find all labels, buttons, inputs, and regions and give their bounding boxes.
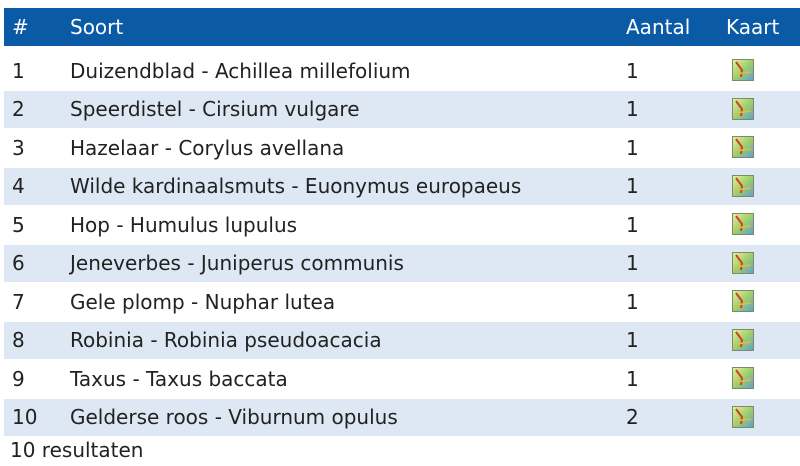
map-icon[interactable] <box>732 251 754 274</box>
species-name: Gelderse roos - Viburnum opulus <box>70 405 398 429</box>
column-header: Aantal <box>626 15 691 39</box>
row-number: 6 <box>12 251 25 275</box>
row-number: 9 <box>12 366 25 391</box>
species-name: Taxus - Taxus baccata <box>70 366 288 391</box>
species-name: Robinia - Robinia pseudoacacia <box>70 328 382 352</box>
table-row: 4 Wilde kardinaalsmuts - Euonymus europae… <box>4 167 800 205</box>
count: 1 <box>626 212 639 237</box>
count: 1 <box>626 97 639 121</box>
table-row: 5 Hop - Humulus lupulus 1 <box>4 206 800 243</box>
species-name: Wilde kardinaalsmuts - Euonymus europaeu… <box>70 174 522 198</box>
column-header: # <box>12 15 29 39</box>
count: 2 <box>626 405 639 429</box>
species-name: Speerdistel - Cirsium vulgare <box>70 97 360 121</box>
species-name: Hop - Humulus lupulus <box>70 212 298 237</box>
row-number: 5 <box>12 212 25 237</box>
row-number: 7 <box>12 289 25 314</box>
row-number: 10 <box>12 405 38 429</box>
table-row: 10 Gelderse roos - Viburnum opulus 2 <box>4 398 800 436</box>
map-icon[interactable] <box>732 290 754 312</box>
map-icon[interactable] <box>732 59 754 81</box>
species-name: Duizendblad - Achillea millefolium <box>70 58 411 83</box>
map-icon[interactable] <box>732 328 754 351</box>
table-row: 6 Jeneverbes - Juniperus communis 1 <box>4 244 800 282</box>
count: 1 <box>626 135 639 160</box>
map-icon[interactable] <box>732 136 754 158</box>
result-count: 10 resultaten <box>10 438 144 462</box>
map-icon[interactable] <box>732 213 754 235</box>
count: 1 <box>626 328 639 352</box>
count: 1 <box>626 58 639 83</box>
row-number: 8 <box>12 328 25 352</box>
column-header: Soort <box>70 15 124 39</box>
table-row: 3 Hazelaar - Corylus avellana 1 <box>4 129 800 166</box>
row-number: 4 <box>12 174 25 198</box>
species-name: Jeneverbes - Juniperus communis <box>70 251 404 275</box>
map-icon[interactable] <box>732 97 754 120</box>
table-row: 9 Taxus - Taxus baccata 1 <box>4 360 800 397</box>
species-name: Gele plomp - Nuphar lutea <box>70 289 336 314</box>
map-icon[interactable] <box>732 174 754 197</box>
table-row: 2 Speerdistel - Cirsium vulgare 1 <box>4 90 800 128</box>
table-row: 8 Robinia - Robinia pseudoacacia 1 <box>4 321 800 359</box>
table-header: # Soort Aantal Kaart <box>4 8 800 46</box>
count: 1 <box>626 289 639 314</box>
column-header: Kaart <box>726 15 780 39</box>
row-number: 1 <box>12 58 25 83</box>
row-number: 3 <box>12 135 25 160</box>
count: 1 <box>626 366 639 391</box>
count: 1 <box>626 251 639 275</box>
table-row: 1 Duizendblad - Achillea millefolium 1 <box>4 52 800 89</box>
count: 1 <box>626 174 639 198</box>
row-number: 2 <box>12 97 25 121</box>
table-row: 7 Gele plomp - Nuphar lutea 1 <box>4 283 800 320</box>
map-icon[interactable] <box>732 405 754 428</box>
map-icon[interactable] <box>732 367 754 389</box>
species-name: Hazelaar - Corylus avellana <box>70 135 345 160</box>
